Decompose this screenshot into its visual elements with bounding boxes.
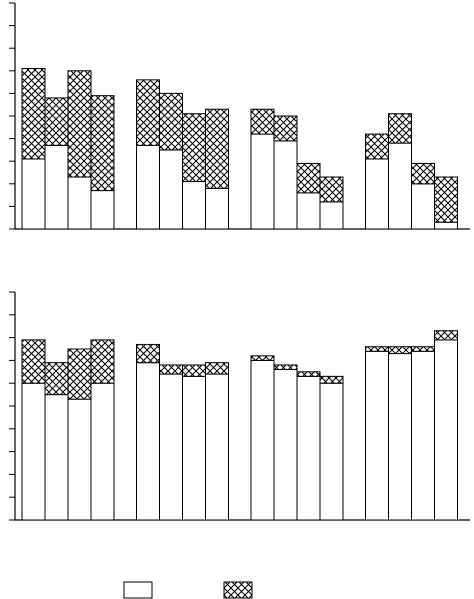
bar-segment [273, 140, 298, 230]
bar-segment [388, 346, 412, 355]
bar-segment [67, 398, 92, 521]
bar-segment [136, 362, 160, 521]
bar-segment [67, 348, 92, 400]
bar-segment [365, 350, 389, 521]
bar-segment [90, 95, 115, 192]
bar-segment [21, 68, 46, 160]
bar-segment [159, 364, 183, 375]
bar-segment [44, 362, 69, 396]
bar-segment [44, 144, 69, 230]
bar-segment [90, 190, 115, 230]
bar-segment [250, 355, 275, 361]
bar-segment [205, 108, 229, 189]
bar-segment [365, 133, 389, 160]
bar-segment [90, 382, 115, 521]
bar-segment [434, 330, 458, 341]
bar-segment [434, 176, 458, 223]
legend-swatch [123, 581, 153, 599]
bar-segment [205, 362, 229, 375]
bar-segment [388, 113, 412, 144]
bar-segment [319, 382, 344, 521]
bar-segment [21, 339, 46, 384]
bar-segment [296, 375, 321, 521]
bar-segment [205, 373, 229, 521]
bar-segment [273, 115, 298, 142]
bar-segment [159, 149, 183, 230]
bar-segment [205, 187, 229, 230]
bar-segment [136, 79, 160, 146]
bar-segment [319, 176, 344, 203]
bar-segment [250, 108, 275, 135]
bar-segment [250, 133, 275, 230]
legend-swatch [223, 581, 253, 599]
bar-segment [67, 176, 92, 230]
bar-segment [273, 364, 298, 371]
bar-segment [136, 343, 160, 364]
bar-segment [182, 181, 206, 230]
bar-segment [388, 142, 412, 230]
bar-segment [411, 350, 435, 521]
bar-segment [21, 382, 46, 521]
bar-segment [159, 373, 183, 521]
bar-segment [296, 192, 321, 230]
bar-segment [365, 158, 389, 230]
bar-segment [296, 162, 321, 194]
bar-segment [388, 353, 412, 521]
bar-segment [411, 183, 435, 230]
bar-segment [136, 144, 160, 230]
bar-segment [159, 92, 183, 151]
bar-segment [44, 394, 69, 521]
bar-segment [44, 97, 69, 146]
bar-segment [365, 346, 389, 352]
bar-segment [90, 339, 115, 384]
bar-segment [182, 113, 206, 183]
bar-segment [296, 371, 321, 377]
bar-segment [67, 70, 92, 178]
bar-segment [273, 369, 298, 521]
bar-segment [182, 375, 206, 521]
bar-segment [411, 162, 435, 185]
bar-segment [250, 359, 275, 521]
bar-segment [434, 221, 458, 230]
bar-segment [434, 339, 458, 521]
bar-segment [319, 375, 344, 384]
bar-segment [319, 201, 344, 230]
bar-segment [411, 346, 435, 352]
bar-segment [21, 158, 46, 230]
bar-segment [182, 364, 206, 377]
